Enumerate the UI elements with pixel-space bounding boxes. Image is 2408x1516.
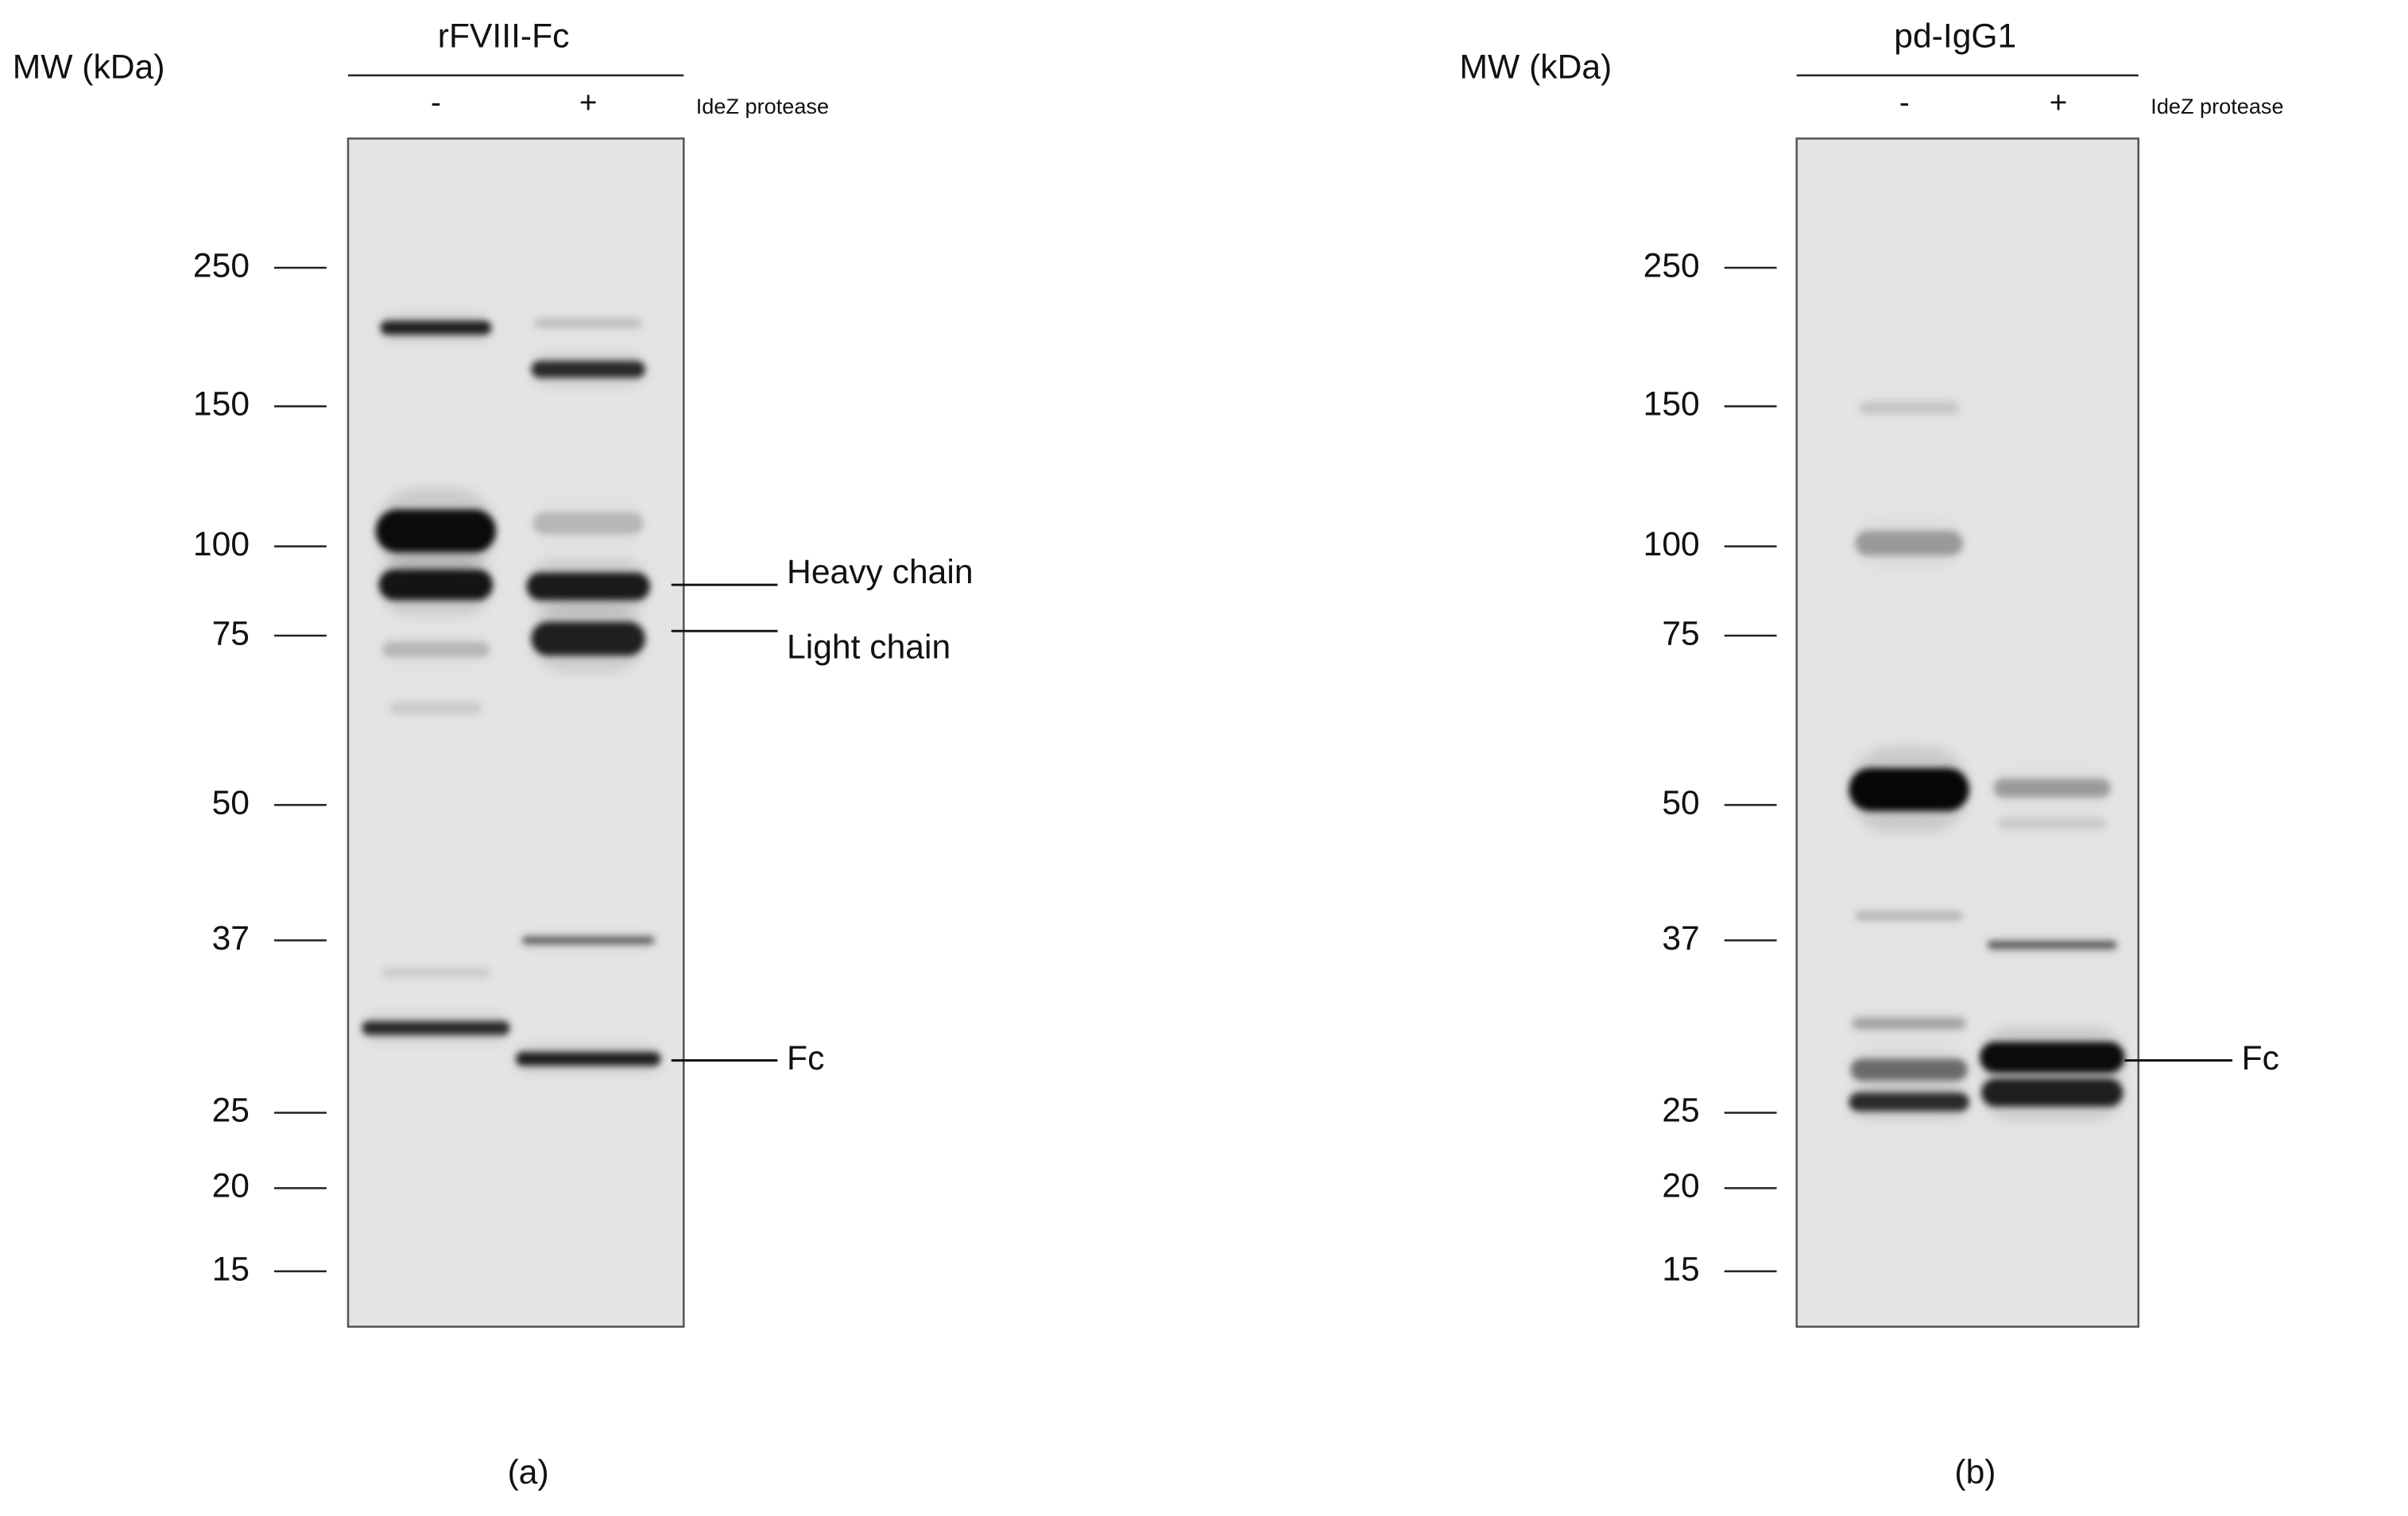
band bbox=[1855, 911, 1963, 921]
marker-label: 75 bbox=[1662, 614, 1699, 652]
treatment-label: IdeZ protease bbox=[696, 94, 829, 118]
band-smear bbox=[1855, 907, 1963, 925]
band-smear bbox=[521, 932, 655, 949]
gel-bands bbox=[1849, 396, 2125, 1121]
band-smear bbox=[380, 314, 492, 342]
sample-title: rFVIII-Fc bbox=[438, 17, 570, 56]
marker-label: 25 bbox=[1662, 1092, 1699, 1130]
band-smear bbox=[532, 501, 643, 544]
band bbox=[532, 512, 644, 535]
mw-label: MW (kDa) bbox=[13, 48, 165, 86]
band-smear bbox=[1852, 1011, 1966, 1036]
band bbox=[1998, 817, 2107, 830]
band-smear bbox=[389, 696, 482, 721]
marker-label: 75 bbox=[212, 614, 250, 652]
panel: MW (kDa) rFVIII-Fc - + IdeZ protease 250 150 10… bbox=[13, 17, 974, 1491]
marker-label: 50 bbox=[1662, 783, 1699, 822]
lane-label: + bbox=[2050, 86, 2068, 120]
marker-label: 25 bbox=[212, 1092, 250, 1130]
lane-label: - bbox=[1899, 86, 1910, 120]
band bbox=[381, 641, 490, 658]
panel: MW (kDa) pd-IgG1 - + IdeZ protease 250 150 100 7… bbox=[1460, 17, 2284, 1491]
marker-label: 20 bbox=[1662, 1167, 1699, 1205]
band-smear bbox=[378, 554, 494, 616]
treatment-label: IdeZ protease bbox=[2151, 94, 2283, 118]
band-smear bbox=[382, 964, 490, 982]
annotation: Heavy chain bbox=[787, 553, 973, 591]
mw-label: MW (kDa) bbox=[1460, 48, 1612, 86]
band-smear bbox=[531, 352, 645, 387]
band bbox=[1855, 531, 1963, 556]
band bbox=[381, 968, 490, 978]
band-smear bbox=[382, 634, 490, 665]
band-smear bbox=[516, 1045, 661, 1073]
band-smear bbox=[1999, 811, 2107, 836]
marker-label: 100 bbox=[193, 525, 250, 563]
band bbox=[389, 702, 482, 714]
caption: (b) bbox=[1954, 1453, 1996, 1491]
band-smear bbox=[531, 605, 645, 673]
gel bbox=[1795, 137, 2140, 1328]
band-smear bbox=[1981, 1065, 2123, 1121]
band bbox=[1993, 779, 2111, 798]
marker-label: 15 bbox=[1662, 1250, 1699, 1288]
band-smear bbox=[1850, 1048, 1968, 1092]
band-smear bbox=[1859, 396, 1959, 420]
band-smear bbox=[1849, 746, 1969, 833]
lane-label: - bbox=[431, 86, 441, 120]
marker-label: 37 bbox=[1662, 919, 1699, 957]
band-smear bbox=[1994, 770, 2111, 806]
band-smear bbox=[1987, 937, 2117, 953]
marker-label: 50 bbox=[212, 783, 250, 822]
band bbox=[1859, 401, 1960, 415]
marker-label: 150 bbox=[1643, 385, 1700, 423]
annotation: Fc bbox=[787, 1039, 824, 1077]
annotation: Fc bbox=[2242, 1039, 2279, 1077]
gel-bands bbox=[362, 314, 661, 1073]
marker-label: 250 bbox=[193, 246, 250, 284]
marker-label: 20 bbox=[212, 1167, 250, 1205]
marker-label: 150 bbox=[193, 385, 250, 423]
band-smear bbox=[1849, 1083, 1969, 1121]
marker-label: 100 bbox=[1643, 525, 1700, 563]
band-smear bbox=[375, 488, 496, 574]
marker-label: 250 bbox=[1643, 246, 1700, 284]
band-smear bbox=[526, 559, 650, 614]
band bbox=[534, 318, 642, 328]
band-smear bbox=[1855, 519, 1963, 568]
lane-label: + bbox=[579, 86, 598, 120]
marker-label: 15 bbox=[212, 1250, 250, 1288]
annotation: Light chain bbox=[787, 628, 950, 667]
marker-label: 37 bbox=[212, 919, 250, 957]
band-smear bbox=[534, 314, 642, 332]
sample-title: pd-IgG1 bbox=[1894, 17, 2016, 56]
caption: (a) bbox=[508, 1453, 549, 1491]
band bbox=[1852, 1017, 1966, 1030]
band-smear bbox=[362, 1014, 510, 1042]
